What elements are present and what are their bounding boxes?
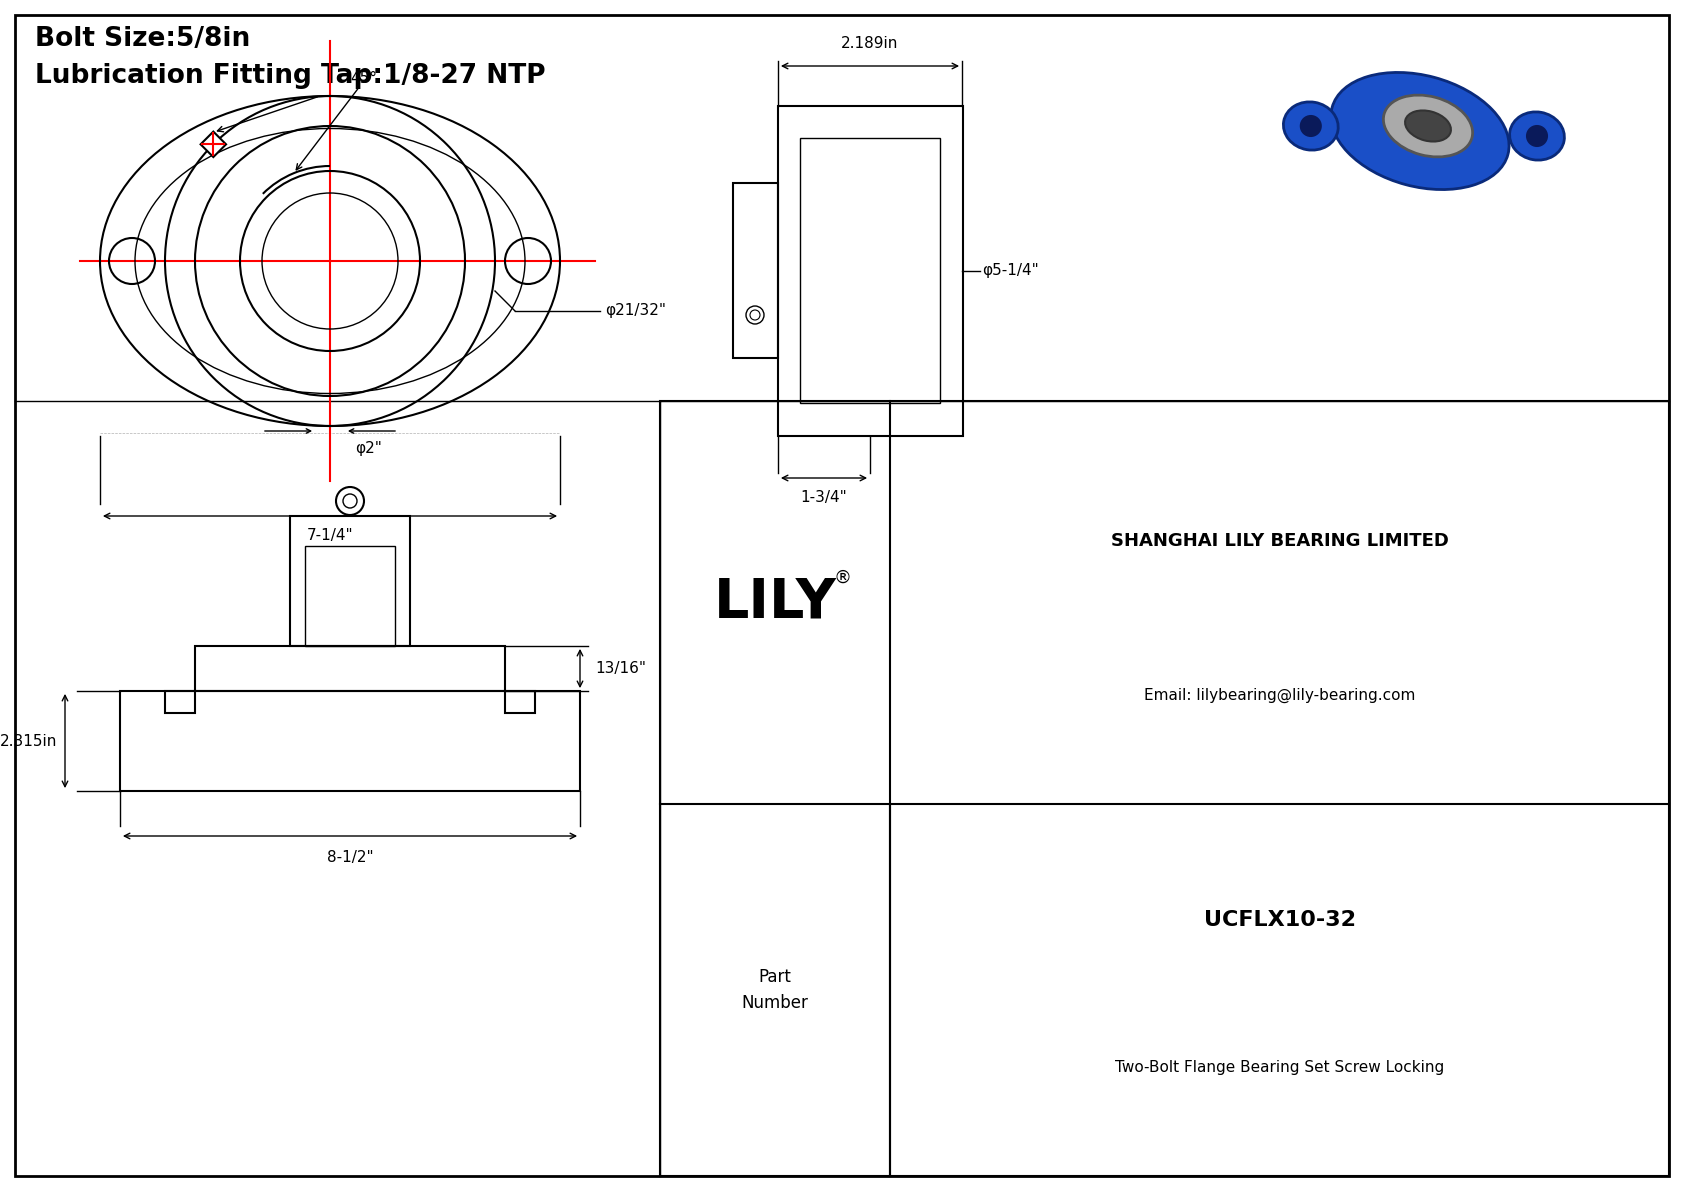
- Circle shape: [1527, 126, 1548, 146]
- Text: ®: ®: [834, 568, 852, 586]
- Bar: [165, 691, 195, 713]
- Text: Two-Bolt Flange Bearing Set Screw Locking: Two-Bolt Flange Bearing Set Screw Lockin…: [1115, 1060, 1445, 1075]
- Bar: [505, 691, 536, 713]
- Text: 8-1/2": 8-1/2": [327, 850, 374, 865]
- Ellipse shape: [1283, 102, 1339, 150]
- Text: LILY: LILY: [714, 575, 837, 630]
- Ellipse shape: [1383, 95, 1472, 157]
- Text: Part
Number: Part Number: [741, 968, 808, 1011]
- Text: UCFLX10-32: UCFLX10-32: [1204, 910, 1356, 930]
- Text: Email: lilybearing@lily-bearing.com: Email: lilybearing@lily-bearing.com: [1143, 688, 1415, 703]
- Bar: [195, 646, 505, 691]
- Text: 45°: 45°: [350, 71, 377, 86]
- Text: Lubrication Fitting Tap:1/8-27 NTP: Lubrication Fitting Tap:1/8-27 NTP: [35, 63, 546, 89]
- Text: 13/16": 13/16": [594, 661, 647, 676]
- Ellipse shape: [1330, 73, 1509, 189]
- Text: φ2": φ2": [355, 441, 382, 456]
- Text: 2.315in: 2.315in: [0, 734, 57, 748]
- Ellipse shape: [1509, 112, 1564, 160]
- Bar: [200, 131, 226, 157]
- Bar: [120, 691, 579, 791]
- Bar: [660, 401, 1669, 1176]
- Text: Bolt Size:5/8in: Bolt Size:5/8in: [35, 26, 251, 52]
- Text: SHANGHAI LILY BEARING LIMITED: SHANGHAI LILY BEARING LIMITED: [1110, 531, 1448, 549]
- Bar: [800, 138, 940, 403]
- Bar: [733, 183, 778, 358]
- Ellipse shape: [1404, 111, 1452, 142]
- Text: φ21/32": φ21/32": [605, 304, 665, 318]
- Bar: [305, 545, 396, 646]
- Text: 1-3/4": 1-3/4": [800, 490, 847, 505]
- Text: φ5-1/4": φ5-1/4": [982, 263, 1039, 279]
- Circle shape: [1300, 116, 1320, 136]
- Bar: [290, 516, 409, 646]
- Text: 7-1/4": 7-1/4": [306, 528, 354, 543]
- Bar: [778, 106, 963, 436]
- Text: 2.189in: 2.189in: [842, 36, 899, 51]
